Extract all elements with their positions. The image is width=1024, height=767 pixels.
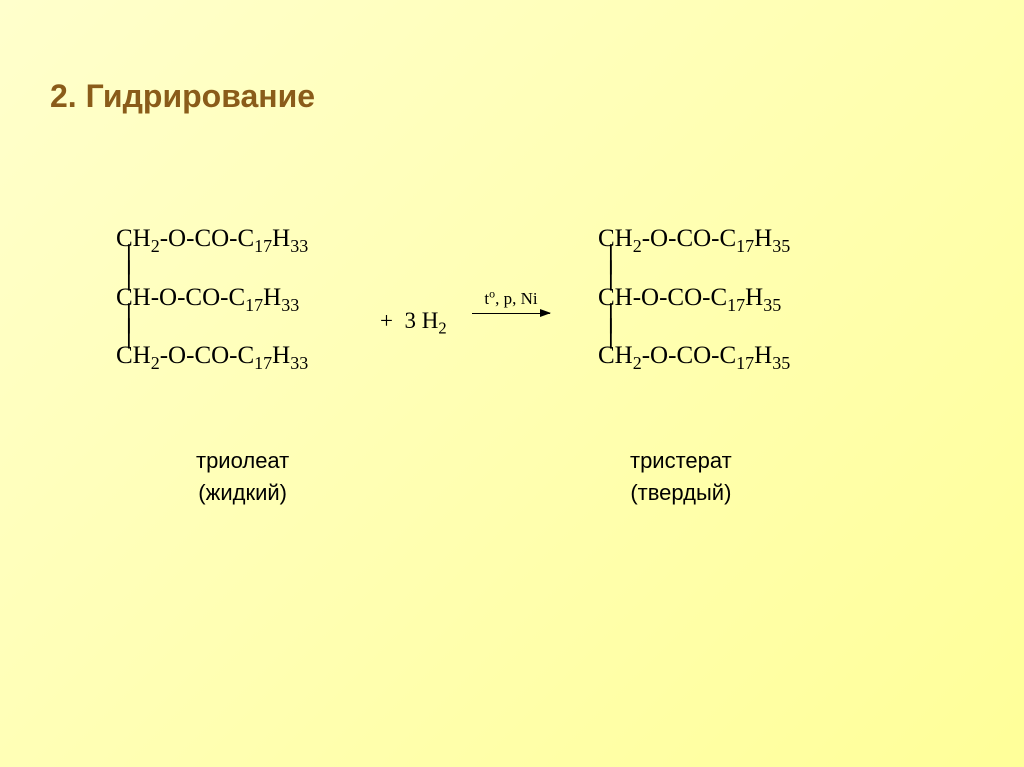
caption-state: (жидкий) xyxy=(196,480,289,506)
caption-name: триолеат xyxy=(196,448,289,474)
product-line-2: CH-O-CO-C17H35 xyxy=(598,285,790,310)
arrow-line xyxy=(472,313,550,314)
bond-line: │ xyxy=(602,327,790,341)
product-structure: CH2-O-CO-C17H35 │ │ CH-O-CO-C17H35 │ │ C… xyxy=(598,226,790,368)
txt: -O-CO-C xyxy=(642,225,736,252)
bond-line: │ xyxy=(602,312,790,326)
bond-line: │ xyxy=(120,269,308,283)
txt: H xyxy=(754,342,772,369)
sub: 35 xyxy=(772,353,790,373)
sub: 2 xyxy=(151,236,160,256)
sub: 2 xyxy=(151,353,160,373)
bond-line: │ xyxy=(120,253,308,267)
reagent-hydrogen: + 3 H2 xyxy=(380,308,447,334)
sub: 33 xyxy=(290,236,308,256)
reactant-structure: CH2-O-CO-C17H33 │ │ CH-O-CO-C17H33 │ │ C… xyxy=(116,226,308,368)
txt: -O-CO-C xyxy=(642,342,736,369)
sub: 35 xyxy=(763,295,781,315)
txt: CH xyxy=(598,342,633,369)
sub: 2 xyxy=(633,236,642,256)
sub: 17 xyxy=(727,295,745,315)
bond-line: │ xyxy=(120,327,308,341)
product-line-3: CH2-O-CO-C17H35 xyxy=(598,343,790,368)
reactant-line-2: CH-O-CO-C17H33 xyxy=(116,285,308,310)
caption-state: (твердый) xyxy=(630,480,732,506)
hydrogen-coef: 3 H xyxy=(404,308,438,333)
sub: 17 xyxy=(736,236,754,256)
txt: H xyxy=(272,225,290,252)
plus-sign: + xyxy=(380,308,393,333)
txt: H xyxy=(754,225,772,252)
sub: 17 xyxy=(245,295,263,315)
reactant-line-1: CH2-O-CO-C17H33 xyxy=(116,226,308,251)
sub: 33 xyxy=(290,353,308,373)
sub: 2 xyxy=(438,319,446,338)
sub: 17 xyxy=(254,353,272,373)
cond-rest: , p, Ni xyxy=(495,289,538,308)
slide-heading: 2. Гидрирование xyxy=(50,78,315,115)
reaction-conditions: to, p, Ni xyxy=(472,289,550,309)
txt: H xyxy=(745,284,763,311)
sub: 17 xyxy=(254,236,272,256)
product-caption: тристерат (твердый) xyxy=(630,448,732,506)
txt: CH xyxy=(116,342,151,369)
reactant-caption: триолеат (жидкий) xyxy=(196,448,289,506)
caption-name: тристерат xyxy=(630,448,732,474)
sub: 33 xyxy=(281,295,299,315)
reaction-arrow: to, p, Ni xyxy=(472,289,550,314)
slide: 2. Гидрирование CH2-O-CO-C17H33 │ │ CH-O… xyxy=(0,0,1024,767)
bond-line: │ xyxy=(602,269,790,283)
txt: -O-CO-C xyxy=(160,225,254,252)
txt: -O-CO-C xyxy=(160,342,254,369)
sub: 17 xyxy=(736,353,754,373)
sub: 2 xyxy=(633,353,642,373)
txt: H xyxy=(272,342,290,369)
bond-line: │ xyxy=(120,312,308,326)
sub: 35 xyxy=(772,236,790,256)
txt: H xyxy=(263,284,281,311)
product-line-1: CH2-O-CO-C17H35 xyxy=(598,226,790,251)
bond-line: │ xyxy=(602,253,790,267)
reactant-line-3: CH2-O-CO-C17H33 xyxy=(116,343,308,368)
